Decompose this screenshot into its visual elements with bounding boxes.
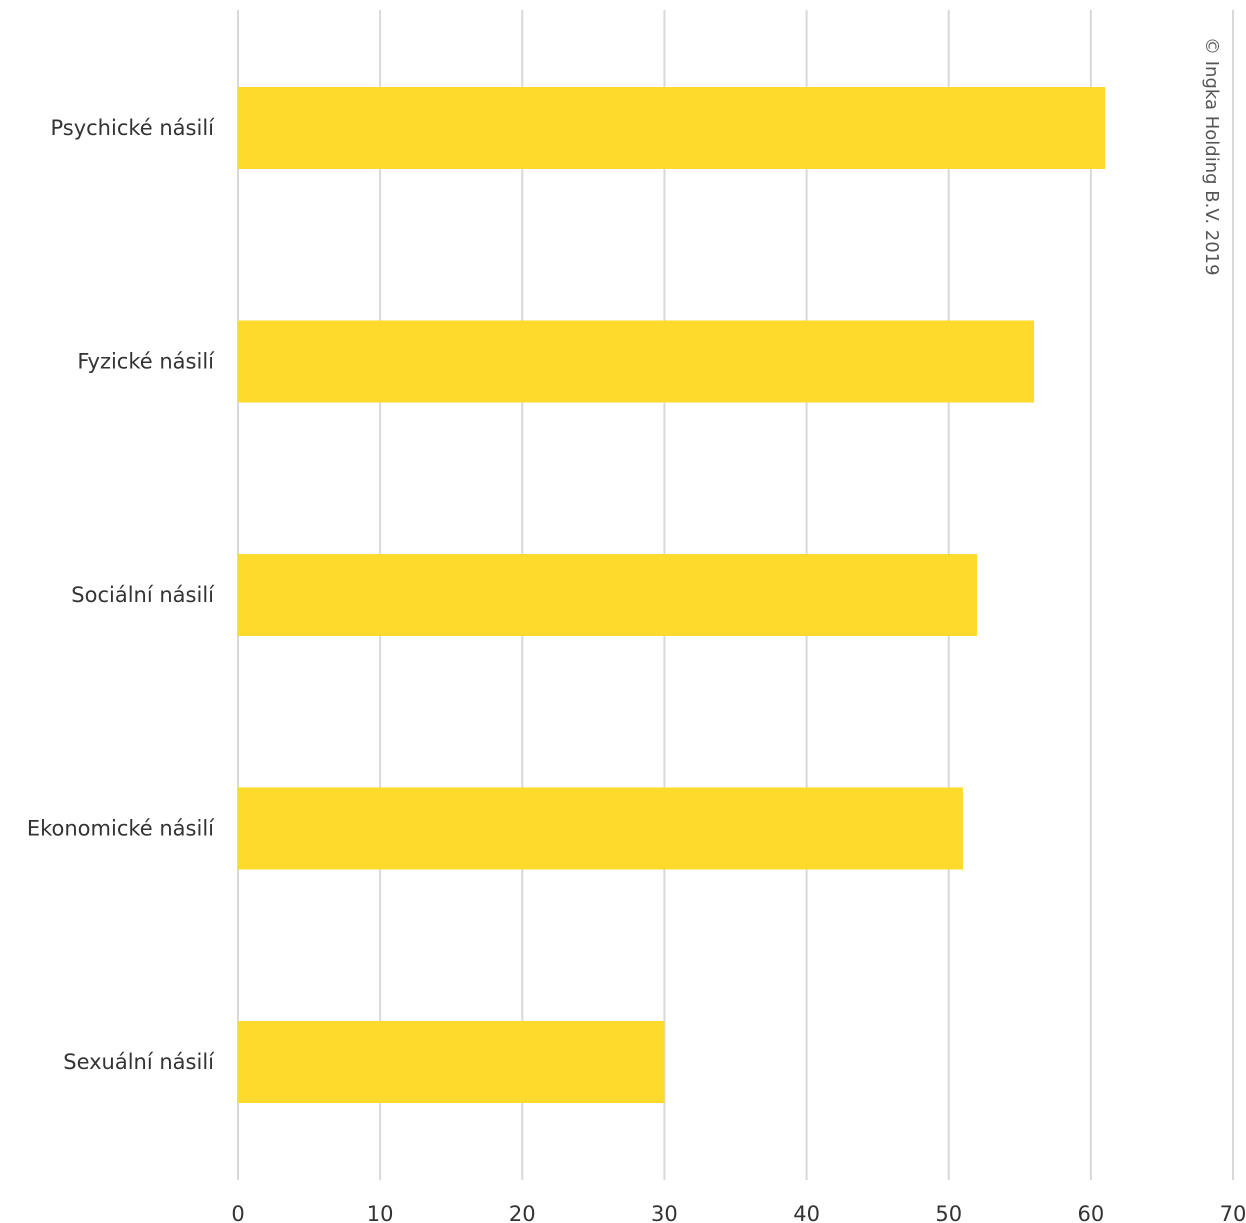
x-tick-label: 0: [231, 1202, 244, 1223]
x-axis-ticks: 0 10 20 30 40 50 60 70: [231, 1202, 1246, 1223]
x-tick-label: 70: [1220, 1202, 1246, 1223]
bar: [238, 787, 963, 870]
category-label: Fyzické násilí: [77, 350, 215, 374]
x-tick-label: 40: [793, 1202, 820, 1223]
x-tick-label: 50: [935, 1202, 962, 1223]
x-tick-label: 60: [1077, 1202, 1104, 1223]
x-tick-label: 20: [509, 1202, 536, 1223]
copyright-note: © Ingka Holding B.V. 2019: [1201, 37, 1222, 276]
x-tick-label: 10: [367, 1202, 394, 1223]
category-label: Sexuální násilí: [63, 1050, 215, 1074]
bar: [238, 320, 1034, 403]
category-label: Psychické násilí: [50, 116, 215, 140]
x-tick-label: 30: [651, 1202, 678, 1223]
category-label: Ekonomické násilí: [27, 817, 215, 841]
bar: [238, 1021, 665, 1103]
bar: [238, 87, 1106, 169]
category-label: Sociální násilí: [71, 583, 215, 607]
bars: [238, 87, 1106, 1103]
category-labels: Psychické násilí Fyzické násilí Sociální n…: [27, 116, 215, 1074]
bar: [238, 554, 978, 636]
